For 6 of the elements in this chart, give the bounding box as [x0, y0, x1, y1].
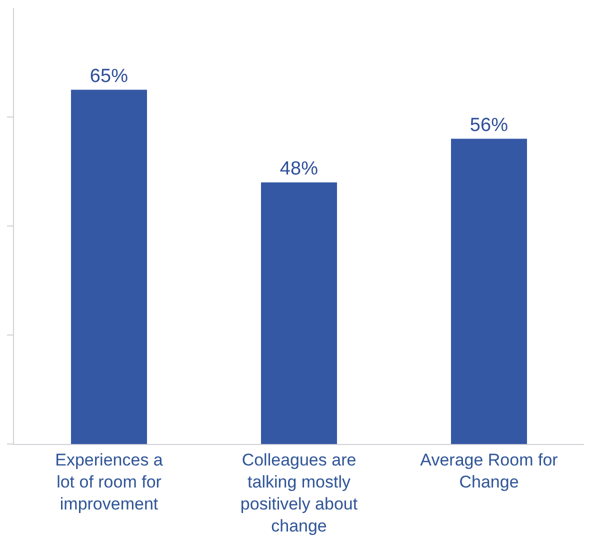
x-tick-label: Experiences a lot of room for improvement: [55, 450, 164, 514]
x-tick-label: Colleagues are talking mostly positively about change: [240, 450, 358, 536]
x-tick-label: Average Room for Change: [420, 450, 558, 492]
data-label: 65%: [90, 66, 128, 87]
data-label: 48%: [280, 158, 318, 180]
data-label: 56%: [470, 114, 508, 136]
